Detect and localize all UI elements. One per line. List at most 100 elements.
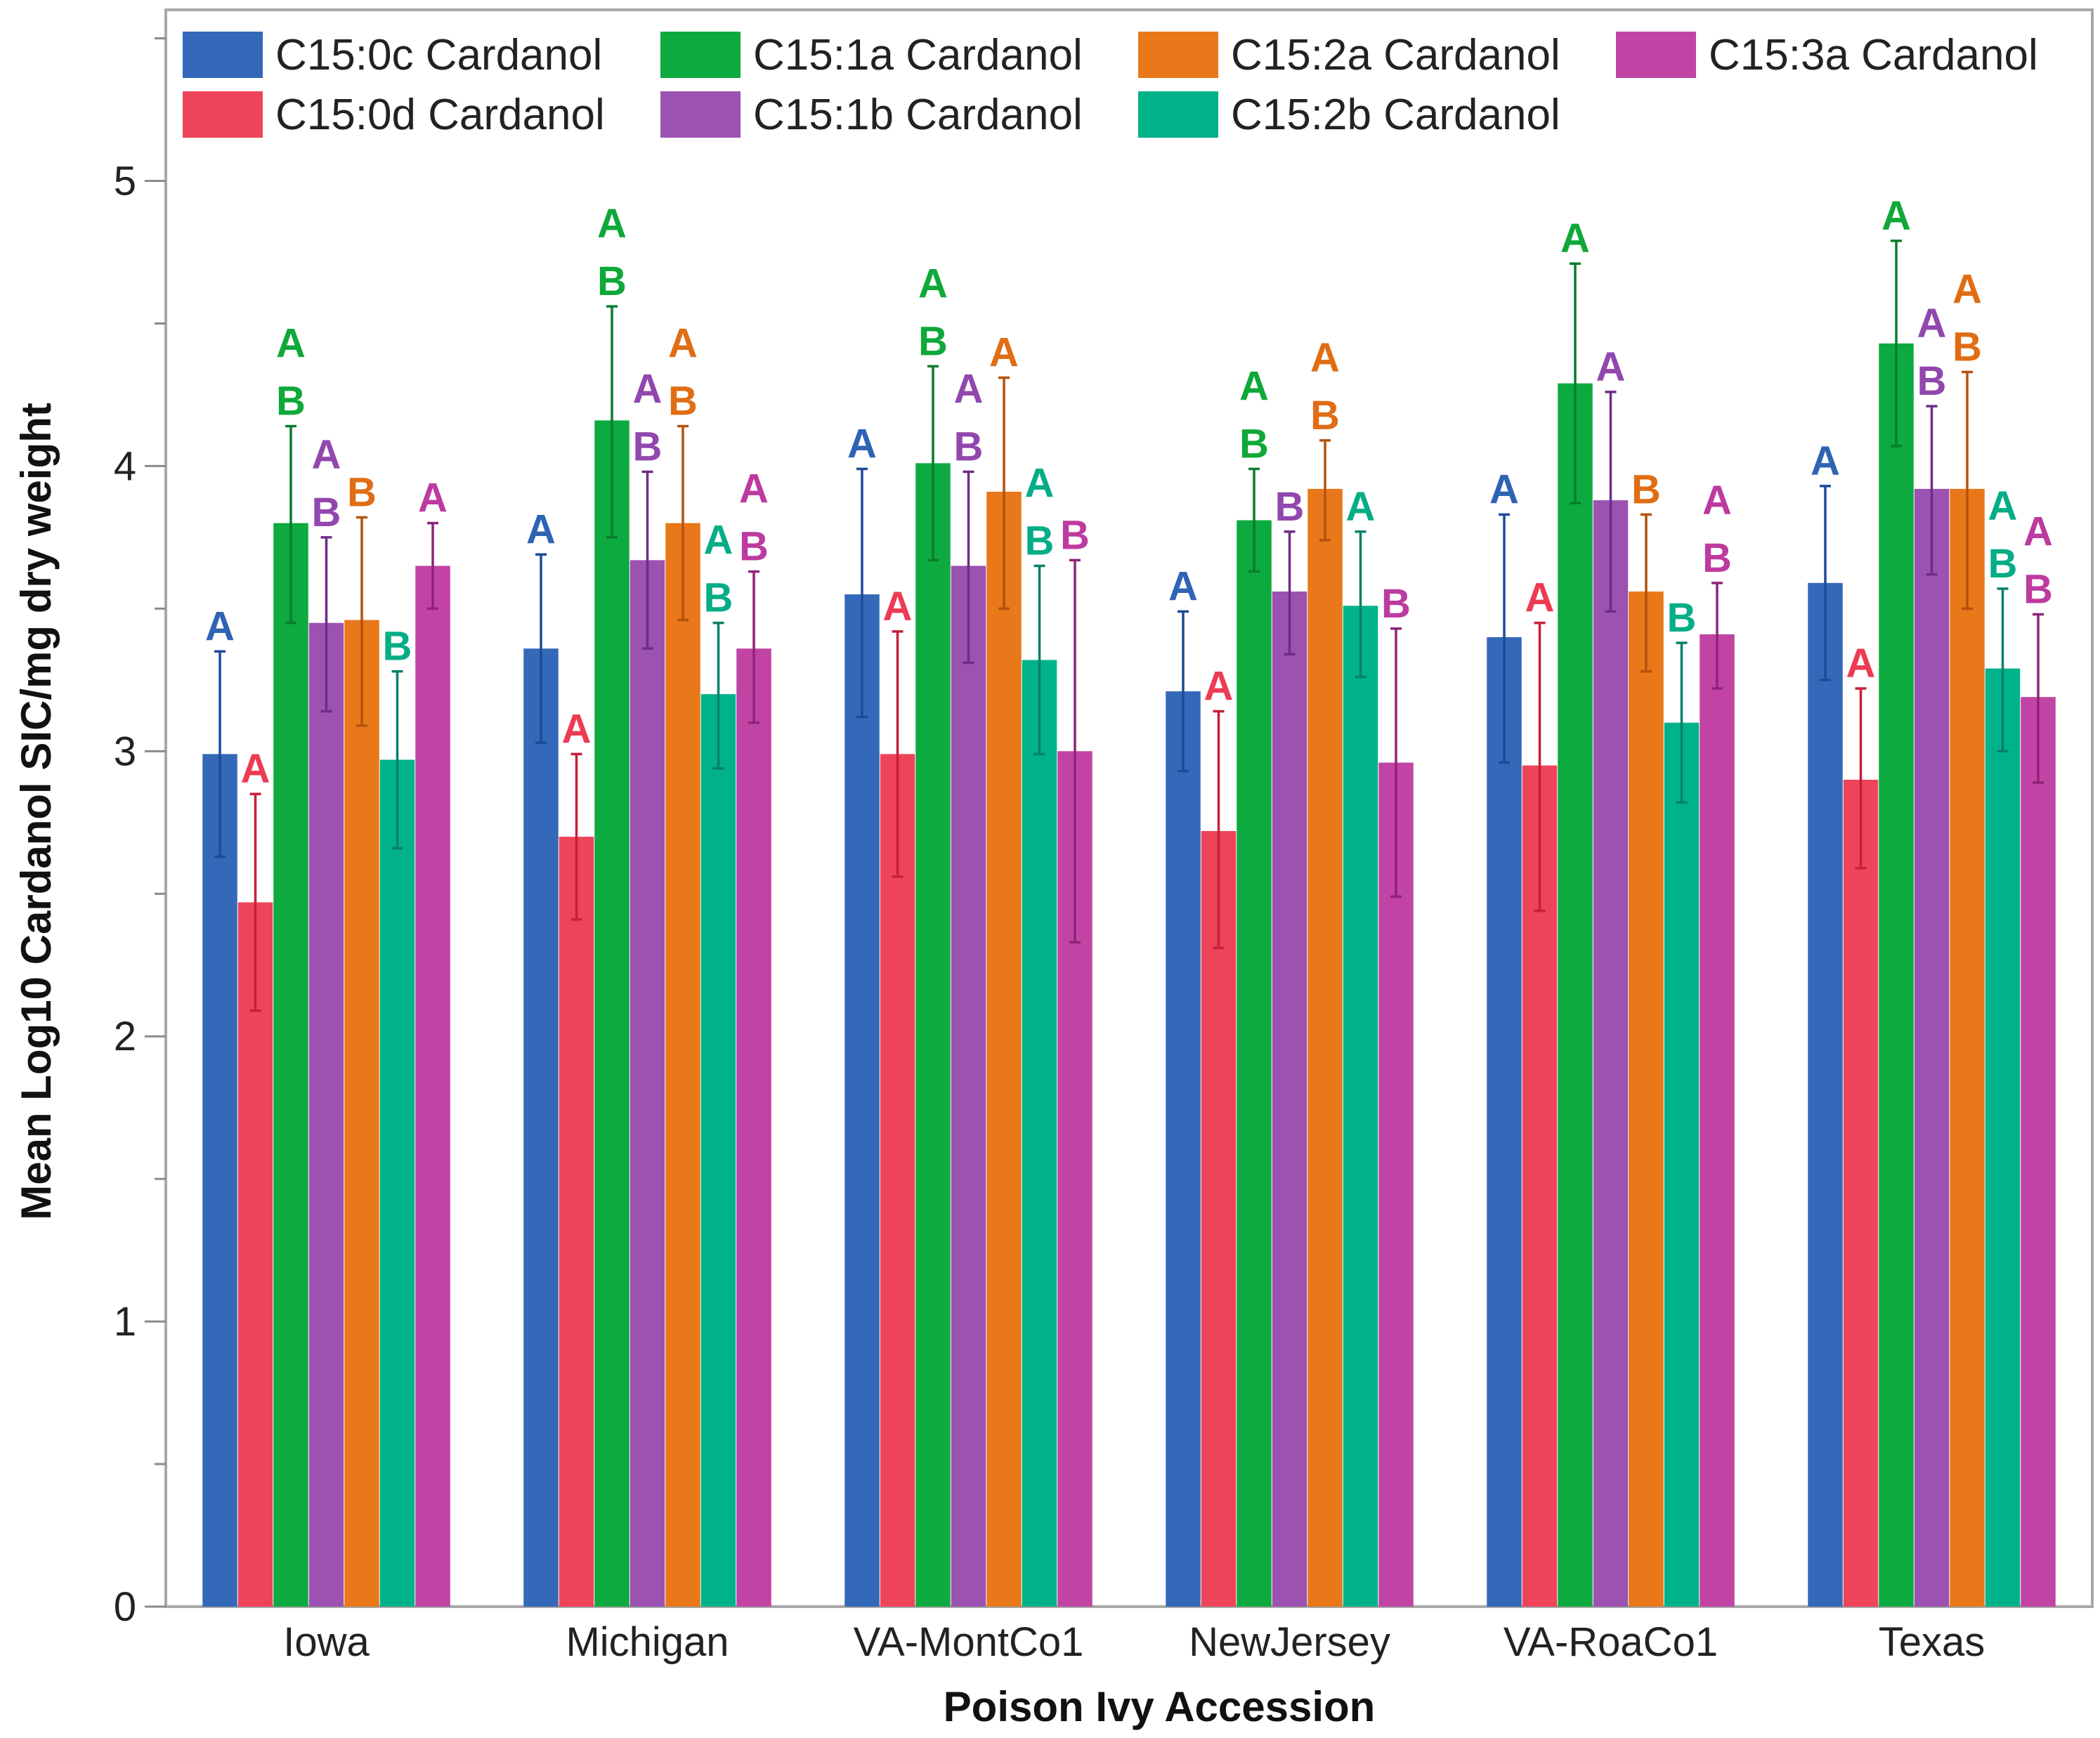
error-bar-c15-2a-cardanol-va-montco1 bbox=[998, 376, 1010, 610]
legend-label: C15:1a Cardanol bbox=[753, 31, 1083, 79]
sig-letter-c15-2b-cardanol-va-montco1: A bbox=[1025, 460, 1055, 506]
sig-letter-c15-0d-cardanol-va-montco1: A bbox=[883, 584, 913, 629]
legend: C15:0c Cardanol C15:0d Cardanol C15:1a Car… bbox=[183, 31, 2038, 139]
bar-c15-0d-cardanol-texas bbox=[1843, 779, 1879, 1607]
sig-letter-c15-0c-cardanol-va-roaco1: A bbox=[1489, 466, 1519, 512]
error-bar-c15-0c-cardanol-va-roaco1 bbox=[1499, 513, 1510, 764]
sig-letter-c15-1b-cardanol-newjersey: B bbox=[1275, 484, 1305, 530]
sig-letter-c15-0c-cardanol-newjersey: A bbox=[1168, 563, 1198, 609]
sig-letter-c15-0c-cardanol-michigan: A bbox=[526, 507, 556, 552]
bar-c15-0c-cardanol-michigan bbox=[523, 648, 559, 1607]
y-tick-label: 3 bbox=[114, 728, 136, 774]
error-bar-c15-2a-cardanol-va-roaco1 bbox=[1641, 513, 1652, 673]
sig-letter-c15-2a-cardanol-newjersey: A bbox=[1310, 335, 1340, 381]
sig-letter-c15-1b-cardanol-michigan: B bbox=[633, 424, 663, 470]
sig-letter-c15-0d-cardanol-texas: A bbox=[1846, 641, 1876, 686]
error-bar-c15-0d-cardanol-va-montco1 bbox=[892, 630, 904, 878]
error-bar-c15-0c-cardanol-newjersey bbox=[1178, 610, 1189, 773]
sig-letter-c15-1a-cardanol-va-montco1: A bbox=[918, 261, 948, 306]
sig-letter-c15-0d-cardanol-newjersey: A bbox=[1204, 663, 1234, 709]
error-bar-c15-1b-cardanol-va-montco1 bbox=[963, 470, 974, 665]
sig-letter-c15-2a-cardanol-michigan: B bbox=[668, 379, 698, 424]
error-bar-c15-2b-cardanol-iowa bbox=[391, 669, 403, 850]
bar-c15-0d-cardanol-michigan bbox=[559, 837, 594, 1607]
error-bar-c15-0c-cardanol-iowa bbox=[214, 650, 226, 858]
bar-c15-1b-cardanol-va-montco1 bbox=[951, 566, 986, 1607]
x-tick-label-va-montco1: VA-MontCo1 bbox=[854, 1619, 1084, 1665]
legend-item-c15-1a-cardanol: C15:1a Cardanol bbox=[660, 31, 1083, 79]
error-bar-c15-0d-cardanol-texas bbox=[1855, 687, 1867, 870]
error-bar-c15-2a-cardanol-michigan bbox=[677, 424, 689, 622]
x-tick-label-va-roaco1: VA-RoaCo1 bbox=[1504, 1619, 1718, 1665]
x-tick-label-iowa: Iowa bbox=[283, 1619, 370, 1665]
error-bar-c15-0c-cardanol-va-montco1 bbox=[856, 467, 868, 719]
error-bar-c15-2b-cardanol-texas bbox=[1997, 587, 2009, 753]
bar-c15-2a-cardanol-texas bbox=[1950, 488, 1985, 1607]
sig-letter-c15-1b-cardanol-iowa: A bbox=[312, 432, 341, 478]
error-bar-c15-2b-cardanol-newjersey bbox=[1355, 530, 1367, 679]
legend-item-c15-2a-cardanol: C15:2a Cardanol bbox=[1138, 31, 1560, 79]
bar-c15-0c-cardanol-texas bbox=[1808, 582, 1843, 1607]
sig-letter-c15-3a-cardanol-iowa: A bbox=[418, 476, 448, 521]
sig-letter-c15-3a-cardanol-texas: A bbox=[2023, 509, 2053, 554]
sig-letter-c15-2b-cardanol-texas: B bbox=[1988, 541, 2018, 587]
sig-letter-c15-1b-cardanol-texas: A bbox=[1917, 301, 1947, 346]
sig-letter-c15-0c-cardanol-va-montco1: A bbox=[847, 421, 877, 466]
sig-letter-c15-3a-cardanol-va-montco1: B bbox=[1060, 512, 1090, 558]
sig-letter-c15-3a-cardanol-newjersey: B bbox=[1381, 581, 1411, 627]
legend-item-c15-2b-cardanol: C15:2b Cardanol bbox=[1138, 91, 1560, 139]
sig-letter-c15-2a-cardanol-va-roaco1: B bbox=[1631, 466, 1661, 512]
bar-c15-1a-cardanol-va-montco1 bbox=[915, 463, 951, 1607]
bar-c15-2a-cardanol-va-roaco1 bbox=[1629, 592, 1664, 1607]
legend-label: C15:2b Cardanol bbox=[1231, 91, 1560, 139]
error-bar-c15-0d-cardanol-iowa bbox=[249, 792, 261, 1012]
bar-c15-3a-cardanol-michigan bbox=[736, 648, 771, 1607]
error-bar-c15-0c-cardanol-michigan bbox=[535, 553, 547, 744]
bar-c15-2b-cardanol-michigan bbox=[700, 694, 736, 1607]
sig-letter-c15-2b-cardanol-texas: A bbox=[1988, 483, 2018, 529]
legend-swatch bbox=[1138, 91, 1218, 138]
y-tick-label: 0 bbox=[114, 1584, 136, 1630]
bars bbox=[202, 343, 2056, 1607]
sig-letter-c15-1b-cardanol-va-montco1: B bbox=[954, 424, 984, 470]
sig-letter-c15-2b-cardanol-michigan: B bbox=[704, 575, 733, 621]
legend-item-c15-3a-cardanol: C15:3a Cardanol bbox=[1616, 31, 2038, 79]
sig-letter-c15-0d-cardanol-michigan: A bbox=[562, 706, 592, 752]
bar-c15-2b-cardanol-va-montco1 bbox=[1022, 660, 1057, 1607]
sig-letter-c15-3a-cardanol-michigan: B bbox=[739, 524, 769, 570]
bar-c15-1b-cardanol-texas bbox=[1914, 488, 1950, 1607]
sig-letter-c15-1b-cardanol-texas: B bbox=[1917, 358, 1947, 404]
sig-letter-c15-2b-cardanol-va-montco1: B bbox=[1025, 518, 1055, 563]
sig-letter-c15-1a-cardanol-newjersey: B bbox=[1239, 421, 1269, 466]
sig-letter-c15-3a-cardanol-va-roaco1: A bbox=[1702, 478, 1732, 523]
bar-c15-2b-cardanol-iowa bbox=[379, 759, 415, 1607]
error-bar-c15-2a-cardanol-texas bbox=[1962, 370, 1973, 610]
sig-letter-c15-1a-cardanol-michigan: A bbox=[597, 201, 627, 247]
error-bar-c15-1a-cardanol-iowa bbox=[285, 424, 296, 625]
sig-letter-c15-1b-cardanol-va-montco1: A bbox=[954, 367, 984, 412]
sig-letter-c15-1a-cardanol-iowa: A bbox=[276, 321, 306, 367]
bar-c15-0c-cardanol-va-roaco1 bbox=[1487, 636, 1522, 1607]
y-axis-title: Mean Log10 Cardanol SIC/mg dry weight bbox=[13, 403, 60, 1220]
legend-item-c15-1b-cardanol: C15:1b Cardanol bbox=[660, 91, 1083, 139]
bar-c15-0c-cardanol-iowa bbox=[202, 754, 237, 1607]
bar-c15-1a-cardanol-texas bbox=[1879, 343, 1914, 1607]
legend-label: C15:0d Cardanol bbox=[275, 91, 605, 139]
sig-letter-c15-1a-cardanol-va-montco1: B bbox=[918, 318, 948, 364]
error-bar-c15-2a-cardanol-newjersey bbox=[1319, 439, 1331, 542]
bar-c15-0d-cardanol-newjersey bbox=[1201, 830, 1237, 1607]
sig-letter-c15-2a-cardanol-texas: B bbox=[1952, 324, 1982, 370]
legend-swatch bbox=[1138, 32, 1218, 78]
bar-c15-0c-cardanol-newjersey bbox=[1166, 691, 1201, 1607]
legend-swatch bbox=[1616, 32, 1696, 78]
bar-c15-0c-cardanol-va-montco1 bbox=[844, 594, 880, 1607]
bar-c15-2a-cardanol-michigan bbox=[665, 523, 700, 1607]
error-bar-c15-2a-cardanol-iowa bbox=[356, 516, 367, 727]
bar-c15-2b-cardanol-va-roaco1 bbox=[1664, 722, 1700, 1607]
error-bar-c15-0c-cardanol-texas bbox=[1820, 485, 1831, 681]
error-bar-c15-1a-cardanol-va-montco1 bbox=[927, 365, 939, 562]
error-bar-c15-3a-cardanol-newjersey bbox=[1390, 627, 1402, 899]
legend-label: C15:1b Cardanol bbox=[753, 91, 1083, 139]
